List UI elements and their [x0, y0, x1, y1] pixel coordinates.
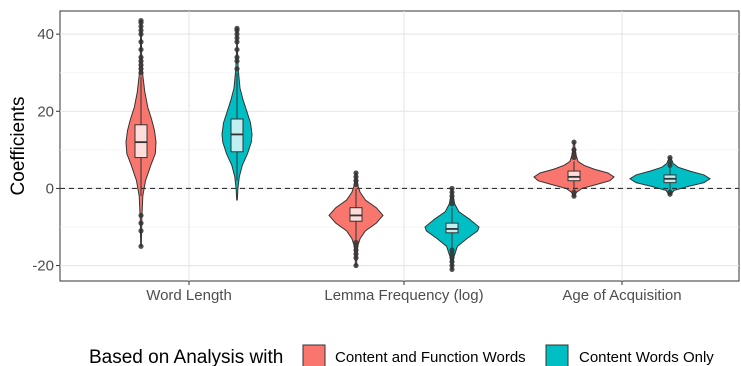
plot-panel	[59, 10, 740, 282]
outlier-point	[571, 151, 577, 157]
outlier-point	[353, 251, 359, 257]
outlier-point	[449, 193, 455, 199]
y-axis-ticks: -20 0 20 40	[32, 26, 60, 275]
outlier-point	[234, 66, 240, 72]
outlier-point	[138, 46, 144, 53]
violin-group-content-words-only-word-length	[221, 25, 253, 201]
outlier-point	[234, 39, 240, 45]
y-tick-label: 20	[37, 103, 54, 120]
legend-label-content-words-only: Content Words Only	[579, 349, 714, 366]
outlier-point	[353, 243, 359, 249]
legend-swatch-content-words-only	[545, 344, 569, 366]
violins	[125, 18, 711, 273]
outlier-point	[138, 220, 144, 226]
outlier-point	[353, 239, 359, 246]
outlier-point	[449, 251, 455, 257]
outlier-point	[571, 193, 577, 199]
outlier-point	[667, 154, 673, 161]
violin-group-content-and-function-words-word-length	[125, 18, 157, 249]
outlier-point	[449, 247, 455, 253]
outlier-point	[138, 70, 144, 76]
legend-title: Based on Analysis with	[89, 347, 283, 366]
outlier-point	[353, 181, 359, 188]
outlier-point	[138, 228, 144, 234]
outlier-point	[234, 25, 240, 31]
outlier-point	[667, 158, 673, 165]
outlier-point	[449, 262, 455, 269]
outlier-point	[234, 46, 240, 53]
outlier-point	[571, 154, 577, 161]
outlier-point	[449, 197, 455, 203]
outlier-point	[138, 39, 144, 45]
box	[230, 118, 244, 153]
outlier-point	[449, 255, 455, 261]
outlier-point	[353, 178, 359, 184]
violin-group-content-and-function-words-lemma-frequency-log	[328, 170, 384, 269]
outlier-point	[234, 54, 240, 60]
outlier-point	[138, 54, 144, 60]
outlier-point	[353, 262, 359, 269]
outlier-point	[449, 201, 455, 207]
outlier-point	[353, 170, 359, 176]
outlier-point	[449, 266, 455, 273]
x-tick-label-age-of-acquisition: Age of Acquisition	[562, 287, 681, 304]
outlier-point	[138, 212, 144, 219]
violin-group-content-words-only-age-of-acquisition	[629, 154, 711, 197]
outlier-point	[571, 139, 577, 145]
outlier-point	[138, 66, 144, 72]
outlier-point	[138, 31, 144, 37]
outlier-point	[449, 189, 455, 195]
outlier-point	[449, 259, 455, 265]
outlier-point	[667, 191, 673, 197]
legend: Based on Analysis with Content and Funct…	[89, 344, 714, 366]
outlier-point	[571, 189, 577, 195]
outlier-point	[234, 35, 240, 41]
outlier-point	[138, 18, 144, 24]
outlier-point	[138, 58, 144, 64]
outlier-point	[234, 31, 240, 37]
outlier-point	[353, 174, 359, 180]
outlier-point	[667, 162, 673, 168]
y-tick-label: 0	[46, 180, 54, 197]
y-axis-label: Coefficients	[8, 97, 29, 196]
x-tick-label-word-length: Word Length	[146, 287, 232, 304]
y-tick-label: -20	[32, 258, 54, 275]
gridlines	[60, 11, 739, 281]
box	[567, 170, 581, 182]
outlier-point	[234, 58, 240, 64]
outlier-point	[138, 62, 144, 68]
x-axis-ticks: Word Length Lemma Frequency (log) Age of A…	[146, 281, 682, 304]
outlier-point	[138, 23, 144, 30]
legend-swatch-content-and-function-words	[302, 344, 326, 366]
legend-label-content-and-function-words: Content and Function Words	[335, 349, 526, 366]
box	[134, 124, 148, 159]
y-tick-label: 40	[37, 26, 54, 43]
outlier-point	[138, 27, 144, 33]
outlier-point	[138, 243, 144, 249]
outlier-point	[353, 247, 359, 253]
outlier-point	[353, 255, 359, 261]
box	[349, 207, 363, 222]
box	[445, 222, 459, 234]
outlier-point	[571, 147, 577, 153]
x-tick-label-lemma-frequency-log: Lemma Frequency (log)	[324, 287, 483, 304]
